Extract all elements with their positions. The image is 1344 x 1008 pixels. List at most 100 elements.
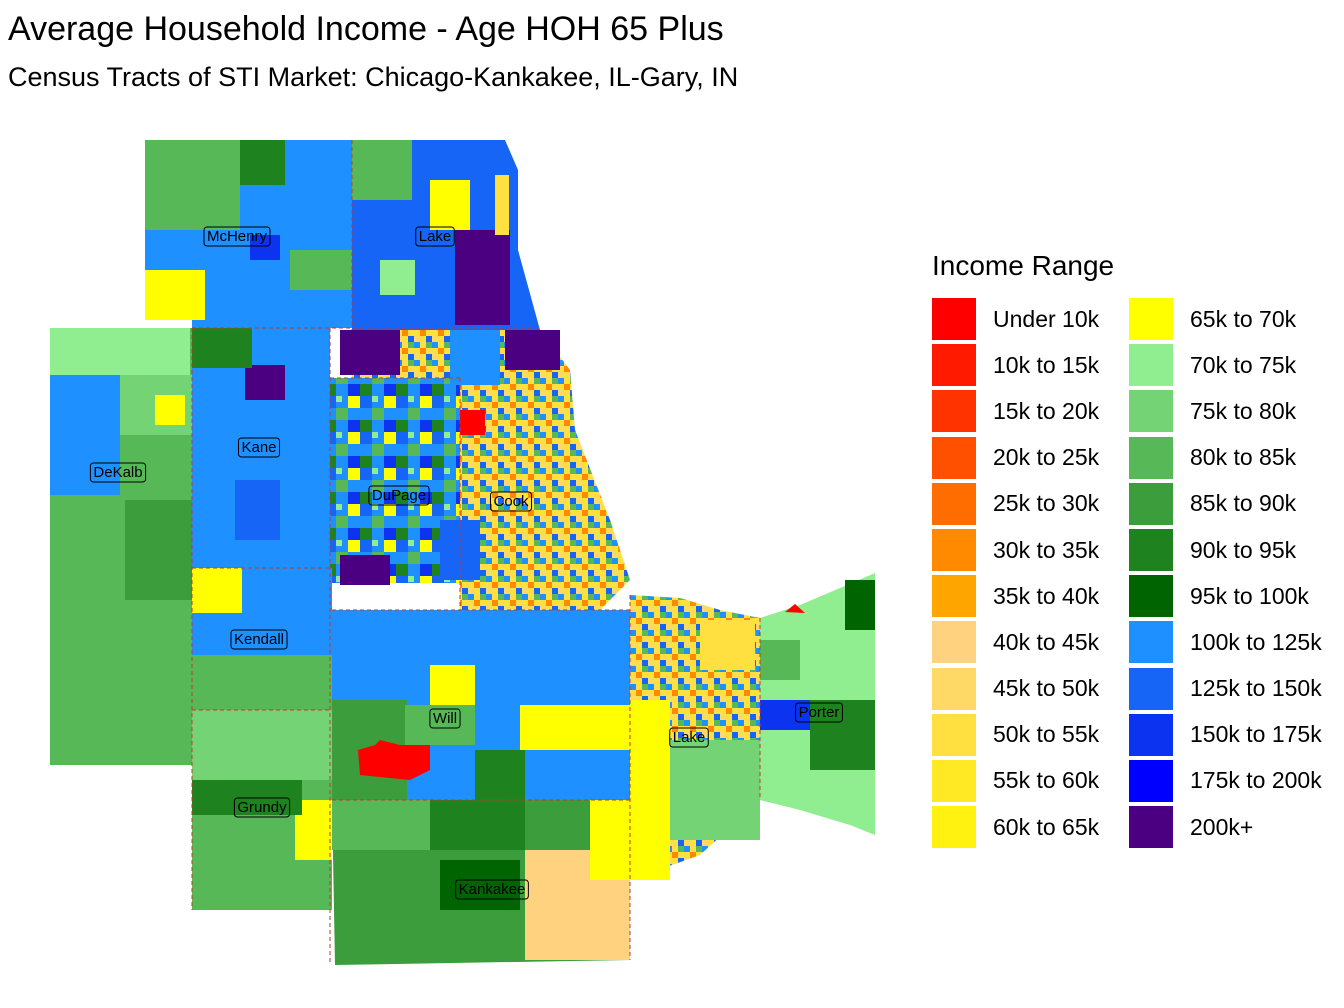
legend-item: 50k to 55k <box>932 712 1129 758</box>
legend-label: 15k to 20k <box>993 397 1100 424</box>
legend-label: 90k to 95k <box>1190 536 1297 563</box>
county-label: Kane <box>237 437 281 458</box>
legend-item: 20k to 25k <box>932 435 1129 481</box>
county-labels: McHenry Lake DeKalb Kane DuPage Cook Kendall Wi… <box>89 226 843 900</box>
county-label-text: Will <box>433 710 457 727</box>
legend-item: 40k to 45k <box>932 619 1129 665</box>
tract-area <box>590 800 630 880</box>
tract-area <box>845 580 875 630</box>
tract-area <box>290 250 352 290</box>
legend-label: 95k to 100k <box>1190 582 1309 609</box>
legend-column: 65k to 70k 70k to 75k 75k to 80k 80k to 85k… <box>1129 296 1326 850</box>
legend-swatch <box>1129 806 1173 849</box>
legend-label: 100k to 125k <box>1190 628 1322 655</box>
legend-swatch <box>932 344 976 387</box>
legend-label: 65k to 70k <box>1190 305 1297 332</box>
legend-swatch <box>1129 390 1173 433</box>
legend-swatch <box>932 298 976 341</box>
tract-area <box>440 860 520 910</box>
legend-swatch <box>1129 529 1173 572</box>
county-label: Grundy <box>233 797 291 818</box>
tract-area <box>760 640 800 680</box>
tract-area <box>670 740 760 840</box>
tract-area <box>340 330 400 375</box>
tract-area <box>630 700 670 880</box>
tract-area <box>192 328 252 368</box>
tract-area <box>235 480 280 540</box>
county-label-text: DuPage <box>372 487 426 504</box>
legend-label: 45k to 50k <box>993 675 1100 702</box>
legend-item: 55k to 60k <box>932 758 1129 804</box>
legend-swatch <box>932 482 976 525</box>
legend-item: 45k to 50k <box>932 666 1129 712</box>
legend-swatch <box>932 806 976 849</box>
legend-swatch <box>932 759 976 802</box>
legend-label: Under 10k <box>993 305 1100 332</box>
legend-swatch <box>1129 759 1173 802</box>
legend-item: 85k to 90k <box>1129 481 1326 527</box>
county-label-box <box>230 629 288 650</box>
legend-columns: Under 10k 10k to 15k 15k to 20k 20k to 25k 2… <box>932 296 1326 850</box>
legend-swatch <box>1129 667 1173 710</box>
legend-label: 50k to 55k <box>993 721 1100 748</box>
legend-item: 200k+ <box>1129 804 1326 850</box>
county-label-text: Cook <box>493 493 529 510</box>
county-label-box <box>233 797 291 818</box>
legend-swatch <box>1129 344 1173 387</box>
legend-swatch <box>932 390 976 433</box>
county-label-box <box>368 485 430 506</box>
county-label-box <box>415 226 455 247</box>
legend-item: 70k to 75k <box>1129 342 1326 388</box>
tract-area <box>192 568 242 613</box>
tract-area <box>495 175 509 235</box>
county-label: DeKalb <box>89 462 147 483</box>
legend-swatch <box>932 621 976 664</box>
legend-label: 175k to 200k <box>1190 767 1322 794</box>
tract-area <box>352 140 412 200</box>
legend-label: 60k to 65k <box>993 813 1100 840</box>
tract-area <box>250 235 280 260</box>
legend-label: 55k to 60k <box>993 767 1100 794</box>
county-dupage <box>330 378 460 583</box>
county-label: Lake <box>415 226 455 247</box>
tract-area <box>455 230 510 325</box>
tract-area <box>700 620 755 670</box>
choropleth-map: McHenry Lake DeKalb Kane DuPage Cook Kendall Wi… <box>50 140 875 965</box>
tract-area <box>358 740 430 780</box>
legend-item: 25k to 30k <box>932 481 1129 527</box>
legend: Income Range Under 10k 10k to 15k 15k to 2… <box>932 250 1326 850</box>
county-label-text: Lake <box>673 729 706 746</box>
county-label-text: Kane <box>241 439 276 456</box>
county-label-text: McHenry <box>207 228 268 245</box>
county-label-box <box>795 702 843 723</box>
tract-area <box>760 700 810 730</box>
legend-item: 90k to 95k <box>1129 527 1326 573</box>
county-label-text: Lake <box>419 228 452 245</box>
legend-item: 15k to 20k <box>932 388 1129 434</box>
legend-item: 65k to 70k <box>1129 296 1326 342</box>
legend-item: 35k to 40k <box>932 573 1129 619</box>
tract-area <box>192 710 332 780</box>
legend-label: 80k to 85k <box>1190 444 1297 471</box>
legend-label: 40k to 45k <box>993 628 1100 655</box>
county-label-box <box>203 226 271 247</box>
county-label: Kendall <box>230 629 288 650</box>
legend-swatch <box>932 529 976 572</box>
legend-label: 30k to 35k <box>993 536 1100 563</box>
tract-area <box>380 260 415 295</box>
county-label-text: Kankakee <box>459 881 526 898</box>
tract-area <box>192 655 332 710</box>
county-label-text: Grundy <box>237 799 287 816</box>
county-label-box <box>89 462 147 483</box>
legend-label: 25k to 30k <box>993 490 1100 517</box>
county-label: Cook <box>489 491 533 512</box>
county-label-box <box>669 727 709 748</box>
legend-swatch <box>932 713 976 756</box>
tract-area <box>520 705 630 750</box>
tract-area <box>430 665 475 705</box>
legend-item: 80k to 85k <box>1129 435 1326 481</box>
map-subtitle: Census Tracts of STI Market: Chicago-Kan… <box>8 62 739 92</box>
tract-area <box>460 410 485 435</box>
county-kane <box>192 328 330 568</box>
legend-item: 175k to 200k <box>1129 758 1326 804</box>
